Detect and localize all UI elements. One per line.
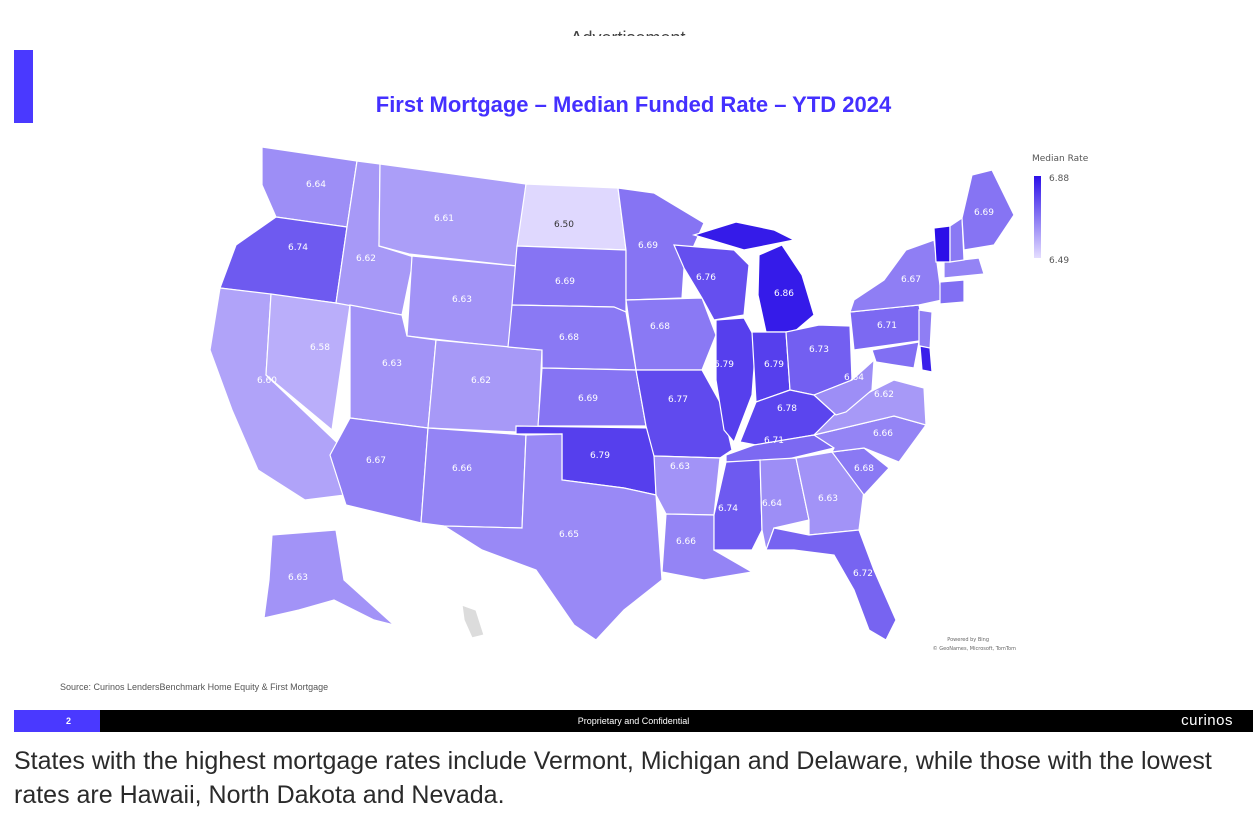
state-label-il: 6.79 — [714, 360, 734, 370]
state-label-or: 6.74 — [288, 243, 308, 253]
state-label-nv: 6.58 — [310, 343, 330, 353]
state-label-al: 6.64 — [762, 499, 782, 509]
state-label-nm: 6.66 — [452, 464, 472, 474]
state-label-ca: 6.60 — [257, 376, 277, 386]
state-TX — [441, 433, 663, 641]
state-FL — [765, 527, 897, 641]
state-label-ut: 6.63 — [382, 359, 402, 369]
legend-min-value: 6.49 — [1049, 256, 1069, 266]
state-label-wa: 6.64 — [306, 180, 326, 190]
state-AZ — [329, 417, 429, 524]
state-label-la: 6.66 — [676, 537, 696, 547]
state-label-ga: 6.63 — [818, 494, 838, 504]
state-NY — [849, 239, 943, 313]
state-label-nd: 6.50 — [554, 220, 574, 230]
state-label-oh: 6.73 — [809, 345, 829, 355]
state-WV — [812, 358, 875, 416]
map-credit-bing: Powered by Bing — [947, 637, 989, 643]
state-NM — [420, 427, 527, 529]
state-MA — [943, 257, 985, 279]
state-HI — [461, 604, 485, 639]
page-number: 2 — [14, 710, 100, 732]
state-label-sd: 6.69 — [555, 277, 575, 287]
state-WI — [673, 244, 750, 321]
state-label-ky: 6.78 — [777, 404, 797, 414]
state-label-ar: 6.63 — [670, 462, 690, 472]
us-choropleth-map: 6.64 6.74 6.60 6.58 6.62 6.61 6.63 6.63 6.67 6.62… — [209, 146, 1089, 652]
state-label-wv: 6.64 — [844, 373, 864, 383]
state-CT — [939, 279, 965, 305]
state-ND — [516, 183, 627, 251]
state-label-mo: 6.77 — [668, 395, 688, 405]
state-MD — [871, 341, 920, 369]
state-MI-upper — [691, 221, 796, 251]
legend-max-value: 6.88 — [1049, 174, 1069, 184]
state-NV — [265, 293, 351, 432]
state-label-sc: 6.68 — [854, 464, 874, 474]
state-IL — [715, 317, 757, 444]
state-label-va: 6.62 — [874, 390, 894, 400]
state-label-fl: 6.72 — [853, 569, 873, 579]
state-value-labels: 6.64 6.74 6.60 6.58 6.62 6.61 6.63 6.63 6.67 6.62… — [257, 180, 994, 583]
state-label-ks: 6.69 — [578, 394, 598, 404]
state-label-wy: 6.63 — [452, 295, 472, 305]
legend-title: Median Rate — [1032, 154, 1089, 164]
state-label-ak: 6.63 — [288, 573, 308, 583]
state-label-mi: 6.86 — [774, 289, 794, 299]
legend-color-ramp — [1034, 176, 1041, 258]
state-label-me: 6.69 — [974, 208, 994, 218]
state-label-pa: 6.71 — [877, 321, 897, 331]
state-label-mt: 6.61 — [434, 214, 454, 224]
curinos-logo: curinos — [1181, 712, 1233, 729]
confidential-label: Proprietary and Confidential — [577, 716, 690, 726]
state-MT — [378, 163, 527, 267]
advertisement-label: Advertisement — [0, 24, 1256, 36]
state-AK — [263, 529, 395, 626]
slide-image: First Mortgage – Median Funded Rate – YT… — [14, 50, 1253, 732]
state-MO — [635, 369, 733, 459]
state-label-mn: 6.69 — [638, 241, 658, 251]
image-caption: States with the highest mortgage rates i… — [14, 747, 1212, 809]
map-credit-data: © GeoNames, Microsoft, TomTom — [933, 645, 1016, 652]
state-label-az: 6.67 — [366, 456, 386, 466]
slide-footer: 2 Proprietary and Confidential curinos — [14, 710, 1253, 732]
state-label-co: 6.62 — [471, 376, 491, 386]
state-MN — [617, 187, 705, 301]
state-CO — [427, 339, 543, 434]
state-label-in: 6.79 — [764, 360, 784, 370]
state-MI — [757, 244, 815, 333]
state-VT — [933, 225, 951, 263]
slide-title: First Mortgage – Median Funded Rate – YT… — [375, 92, 892, 117]
state-IA — [625, 297, 717, 371]
state-label-ok: 6.79 — [590, 451, 610, 461]
state-NJ — [918, 309, 933, 351]
source-note: Source: Curinos LendersBenchmark Home Eq… — [60, 682, 329, 692]
state-label-tn: 6.71 — [764, 436, 784, 446]
state-DE — [919, 345, 933, 373]
state-ME — [961, 169, 1015, 251]
slide-accent-bar — [14, 50, 33, 123]
state-label-tx: 6.65 — [559, 530, 579, 540]
state-label-ms: 6.74 — [718, 504, 738, 514]
state-label-id: 6.62 — [356, 254, 376, 264]
state-label-nc: 6.66 — [873, 429, 893, 439]
state-label-ia: 6.68 — [650, 322, 670, 332]
state-label-wi: 6.76 — [696, 273, 716, 283]
state-NH — [949, 216, 965, 263]
state-label-ne: 6.68 — [559, 333, 579, 343]
state-label-ny: 6.67 — [901, 275, 921, 285]
